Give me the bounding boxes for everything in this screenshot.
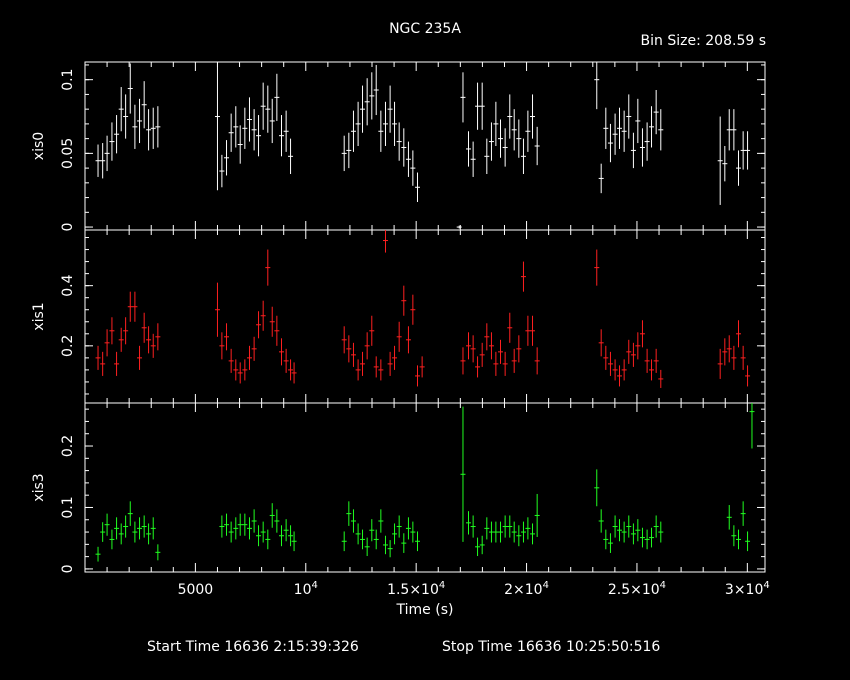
x-tick-exponent: 4	[312, 580, 318, 591]
y-axis-label-xis1: xis1	[31, 302, 47, 330]
panel-frame-xis0	[84, 61, 766, 231]
x-tick-label: 1.5×104	[387, 580, 445, 598]
y-tick-label: 0	[60, 223, 76, 232]
footer-stop-time: Stop Time 16636 10:25:50:516	[442, 639, 660, 655]
x-tick-label: 2.5×104	[608, 580, 666, 598]
x-tick-label: 5000	[178, 582, 214, 598]
y-tick-label: 0.05	[60, 138, 76, 169]
bin-size-label: Bin Size: 208.59 s	[641, 33, 766, 49]
x-axis-label: Time (s)	[396, 602, 454, 618]
y-tick-label: 0.1	[60, 496, 76, 518]
chart-title: NGC 235A	[389, 21, 461, 37]
panel-frame-xis1	[84, 229, 766, 404]
x-tick-label: 104	[294, 580, 318, 598]
x-tick-label: 3×104	[725, 580, 770, 598]
x-tick-label: 2×104	[504, 580, 549, 598]
x-tick-exponent: 4	[439, 580, 445, 591]
y-tick-label: 0.1	[60, 69, 76, 91]
x-tick-exponent: 4	[763, 580, 769, 591]
x-tick-exponent: 4	[543, 580, 549, 591]
panel-frame-xis3	[84, 402, 766, 573]
y-tick-label: 0.4	[60, 274, 76, 296]
y-tick-label: 0	[60, 564, 76, 573]
x-tick-exponent: 4	[660, 580, 666, 591]
panels-group: 0 0.05 0.1 xis0 0.2 0.4 xis1 0 0.1 0.2 xis3 5000 104…	[31, 61, 770, 598]
y-tick-label: 0.2	[60, 335, 76, 357]
y-tick-label: 0.2	[60, 435, 76, 457]
footer-start-time: Start Time 16636 2:15:39:326	[147, 639, 359, 655]
y-axis-label-xis3: xis3	[31, 473, 47, 501]
y-axis-label-xis0: xis0	[31, 132, 47, 160]
